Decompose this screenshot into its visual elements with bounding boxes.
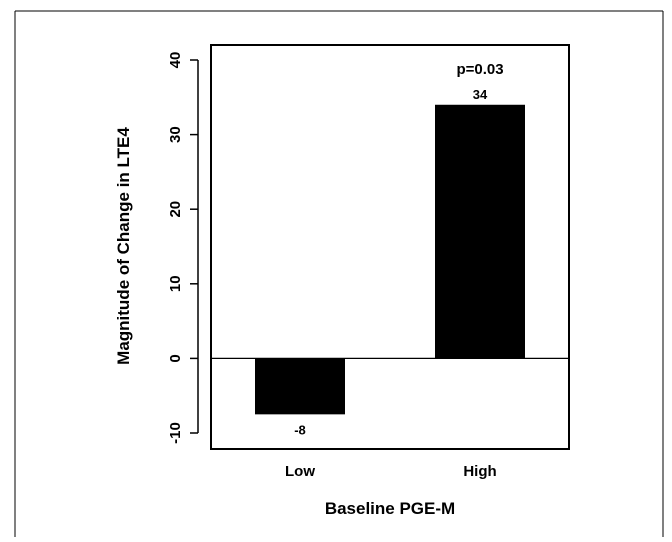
- y-axis-ticks: -10 0 10 20 30 40: [167, 52, 198, 444]
- y-tick-label: 10: [167, 275, 184, 292]
- bar-data-label: 34: [473, 87, 488, 102]
- y-tick-label: 0: [167, 354, 184, 362]
- bar-data-labels: -8 34: [294, 87, 488, 438]
- bar-data-label: -8: [294, 422, 306, 437]
- bars-group: [255, 104, 525, 415]
- plot-area-frame: [210, 44, 570, 450]
- bar-low: [255, 358, 345, 415]
- x-axis-label: Baseline PGE-M: [325, 499, 455, 518]
- y-tick-label: 20: [167, 201, 184, 218]
- y-axis-label: Magnitude of Change in LTE4: [114, 127, 133, 365]
- y-tick-label: 30: [167, 126, 184, 143]
- p-value-annotation: p=0.03: [456, 61, 503, 78]
- x-tick-label: High: [463, 463, 496, 480]
- x-axis-ticks: Low High: [285, 463, 497, 480]
- y-tick-label: -10: [167, 422, 184, 444]
- x-tick-label: Low: [285, 463, 315, 480]
- y-tick-label: 40: [167, 52, 184, 69]
- bar-high: [435, 104, 525, 359]
